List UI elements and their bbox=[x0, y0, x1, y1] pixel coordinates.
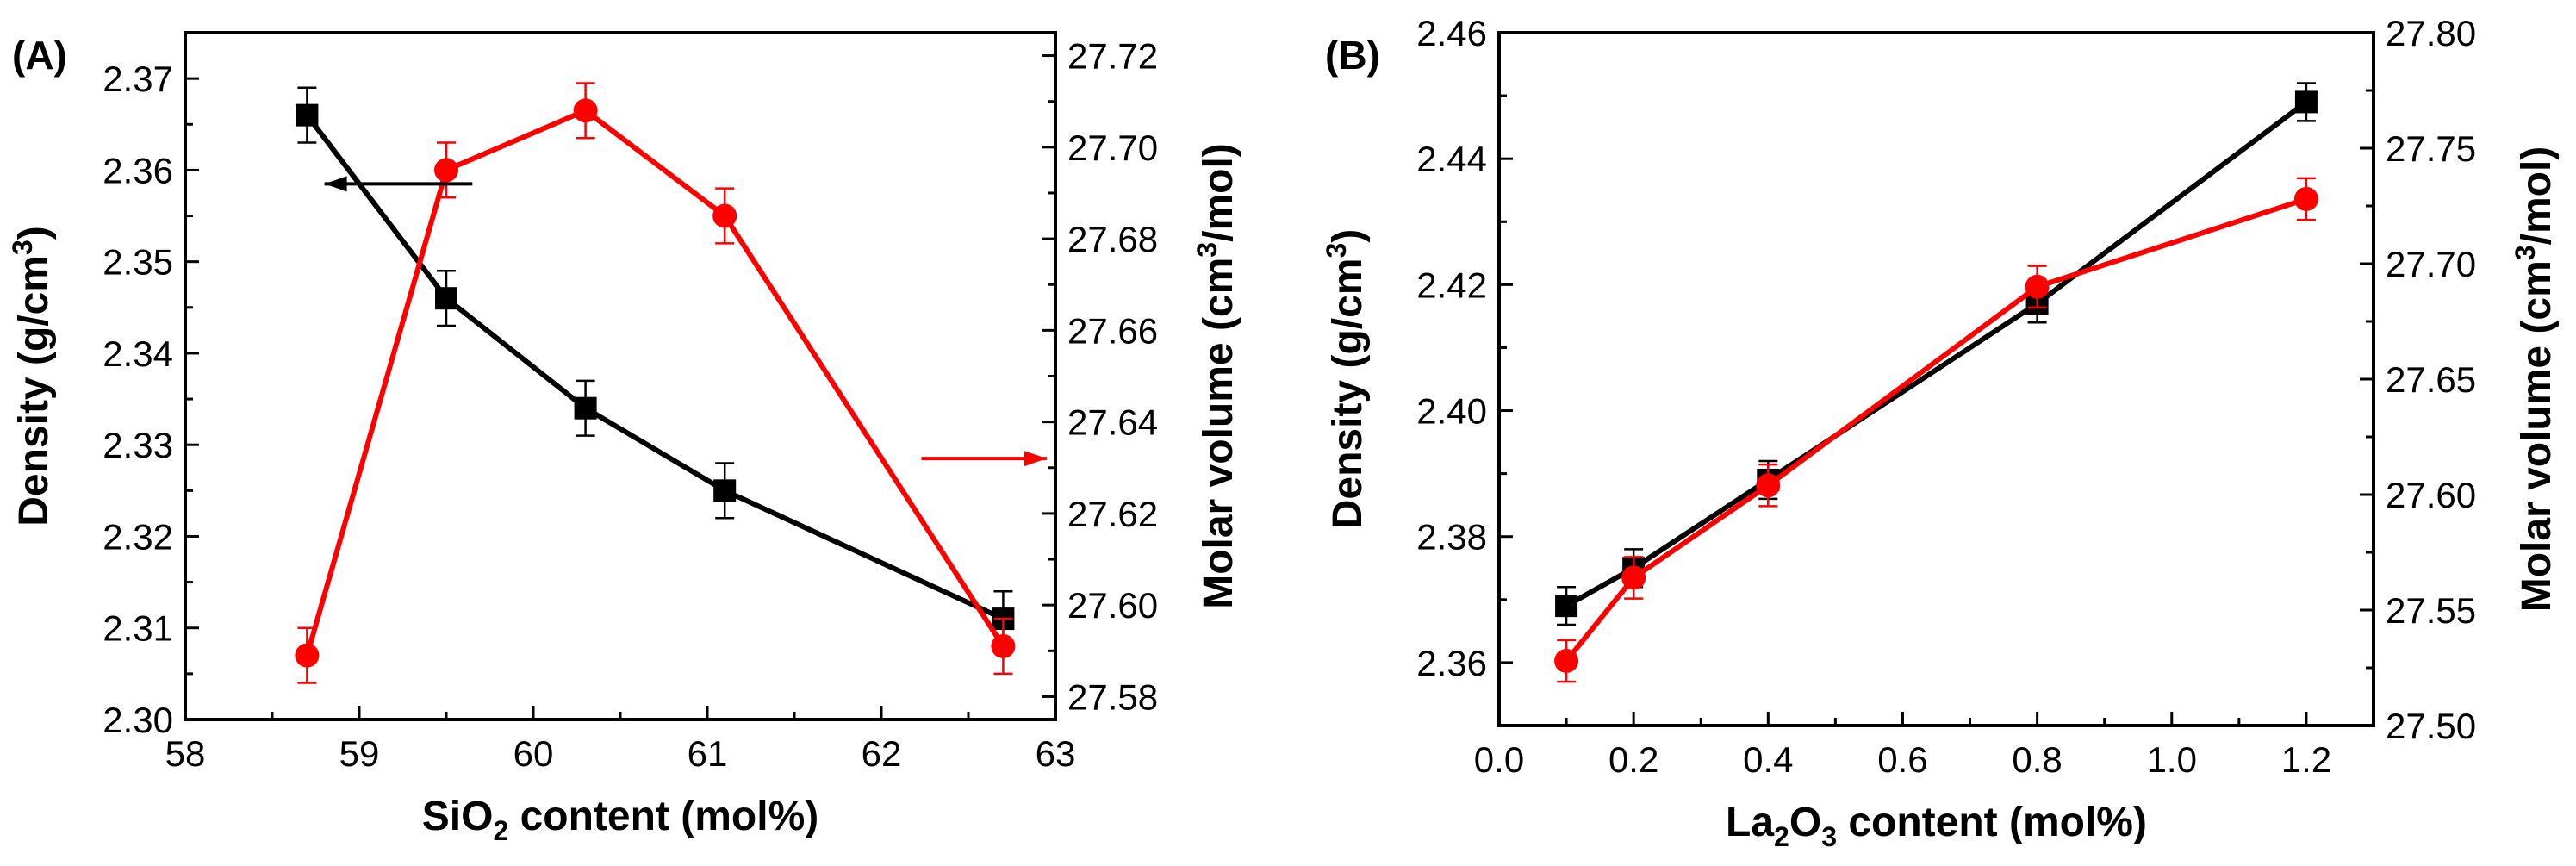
right-y-tick-label: 27.72 bbox=[1067, 36, 1158, 77]
right-y-tick-label: 27.70 bbox=[1067, 128, 1158, 168]
right-y-tick-label: 27.66 bbox=[1067, 310, 1158, 351]
density-point bbox=[435, 287, 457, 310]
panel-b: (B) 0.0 0.2 0.4 0.6 0.8 1.0 1.2 2.36 2.38 2.40 2.4… bbox=[1321, 13, 2560, 852]
left-y-tick-label: 2.32 bbox=[103, 516, 173, 557]
molar-volume-point bbox=[295, 643, 320, 668]
right-y-tick-label: 27.60 bbox=[1067, 585, 1158, 626]
x-tick-label: 58 bbox=[165, 733, 206, 774]
panel-label: (A) bbox=[12, 33, 67, 78]
right-y-tick-label: 27.50 bbox=[2386, 706, 2476, 746]
density-line bbox=[305, 113, 1005, 621]
molar-volume-line bbox=[1564, 196, 2307, 663]
left-y-tick-label: 2.30 bbox=[103, 700, 173, 740]
left-y-tick-label: 2.42 bbox=[1416, 265, 1487, 305]
left-y-tick-label: 2.37 bbox=[103, 59, 173, 99]
molar-volume-point bbox=[434, 158, 458, 183]
x-tick-label: 62 bbox=[862, 733, 902, 774]
right-y-axis-title: Molar volume (cm3/mol) bbox=[1192, 143, 1241, 609]
density-point bbox=[574, 396, 597, 420]
panel-a: (A) 58 59 60 61 62 63 2.30 2.31 2.32 2.33 2.34 2.35… bbox=[7, 31, 1241, 846]
left-y-tick-label: 2.40 bbox=[1416, 391, 1487, 432]
molar-volume-line bbox=[304, 108, 1005, 657]
left-y-tick-label: 2.33 bbox=[103, 425, 173, 465]
right-y-tick-label: 27.60 bbox=[2386, 475, 2476, 515]
density-point bbox=[713, 479, 737, 502]
x-tick-label: 1.2 bbox=[2281, 739, 2331, 780]
molar-volume-point bbox=[1554, 648, 1579, 673]
molar-volume-point bbox=[1621, 565, 1646, 590]
molar-volume-point bbox=[1756, 473, 1781, 498]
right-y-tick-label: 27.80 bbox=[2386, 13, 2476, 53]
x-tick-label: 0.6 bbox=[1877, 739, 1927, 780]
x-axis-title: SiO2 content (mol%) bbox=[422, 794, 818, 846]
right-y-tick-label: 27.70 bbox=[2386, 244, 2476, 284]
left-y-tick-label: 2.34 bbox=[103, 333, 173, 374]
density-point bbox=[296, 103, 319, 127]
left-y-tick-label: 2.44 bbox=[1416, 139, 1487, 179]
x-tick-label: 0.2 bbox=[1608, 739, 1658, 780]
plot-frame bbox=[1497, 31, 2375, 727]
x-tick-label: 0.4 bbox=[1743, 739, 1793, 780]
right-y-tick-label: 27.64 bbox=[1067, 402, 1158, 443]
right-y-tick-label: 27.62 bbox=[1067, 494, 1158, 534]
left-y-tick-label: 2.35 bbox=[103, 242, 173, 283]
molar-volume-point bbox=[712, 203, 737, 228]
left-y-tick-label: 2.36 bbox=[1416, 643, 1487, 683]
panel-label: (B) bbox=[1325, 33, 1380, 78]
left-y-tick-label: 2.38 bbox=[1416, 517, 1487, 558]
x-tick-label: 63 bbox=[1036, 733, 1076, 774]
x-tick-label: 59 bbox=[339, 733, 380, 774]
right-y-tick-label: 27.75 bbox=[2386, 128, 2476, 169]
right-y-axis-title: Molar volume (cm3/mol) bbox=[2510, 146, 2560, 613]
x-tick-label: 61 bbox=[688, 733, 728, 774]
left-y-tick-label: 2.46 bbox=[1416, 13, 1487, 53]
right-y-tick-label: 27.68 bbox=[1067, 219, 1158, 259]
arrow-head bbox=[1024, 451, 1047, 467]
molar-volume-point bbox=[991, 633, 1016, 658]
density-line bbox=[1565, 99, 2308, 608]
left-y-tick-label: 2.31 bbox=[103, 608, 173, 649]
x-tick-label: 1.0 bbox=[2147, 739, 2197, 780]
x-tick-label: 60 bbox=[513, 733, 554, 774]
x-axis-title: La2O3 content (mol%) bbox=[1726, 800, 2147, 852]
right-y-tick-label: 27.58 bbox=[1067, 676, 1158, 717]
density-point bbox=[2294, 90, 2318, 114]
arrow-head bbox=[324, 176, 347, 192]
x-tick-label: 0.0 bbox=[1474, 739, 1524, 780]
molar-volume-point bbox=[2293, 186, 2318, 211]
left-y-axis-title: Density (g/cm3) bbox=[1321, 229, 1371, 530]
right-y-tick-label: 27.55 bbox=[2386, 590, 2476, 631]
x-tick-label: 0.8 bbox=[2012, 739, 2062, 780]
left-y-tick-label: 2.36 bbox=[103, 150, 173, 190]
right-y-tick-label: 27.65 bbox=[2386, 359, 2476, 400]
molar-volume-point bbox=[573, 98, 598, 123]
left-y-axis-title: Density (g/cm3) bbox=[7, 226, 57, 526]
molar-volume-point bbox=[2025, 274, 2050, 299]
density-point bbox=[1555, 595, 1578, 618]
